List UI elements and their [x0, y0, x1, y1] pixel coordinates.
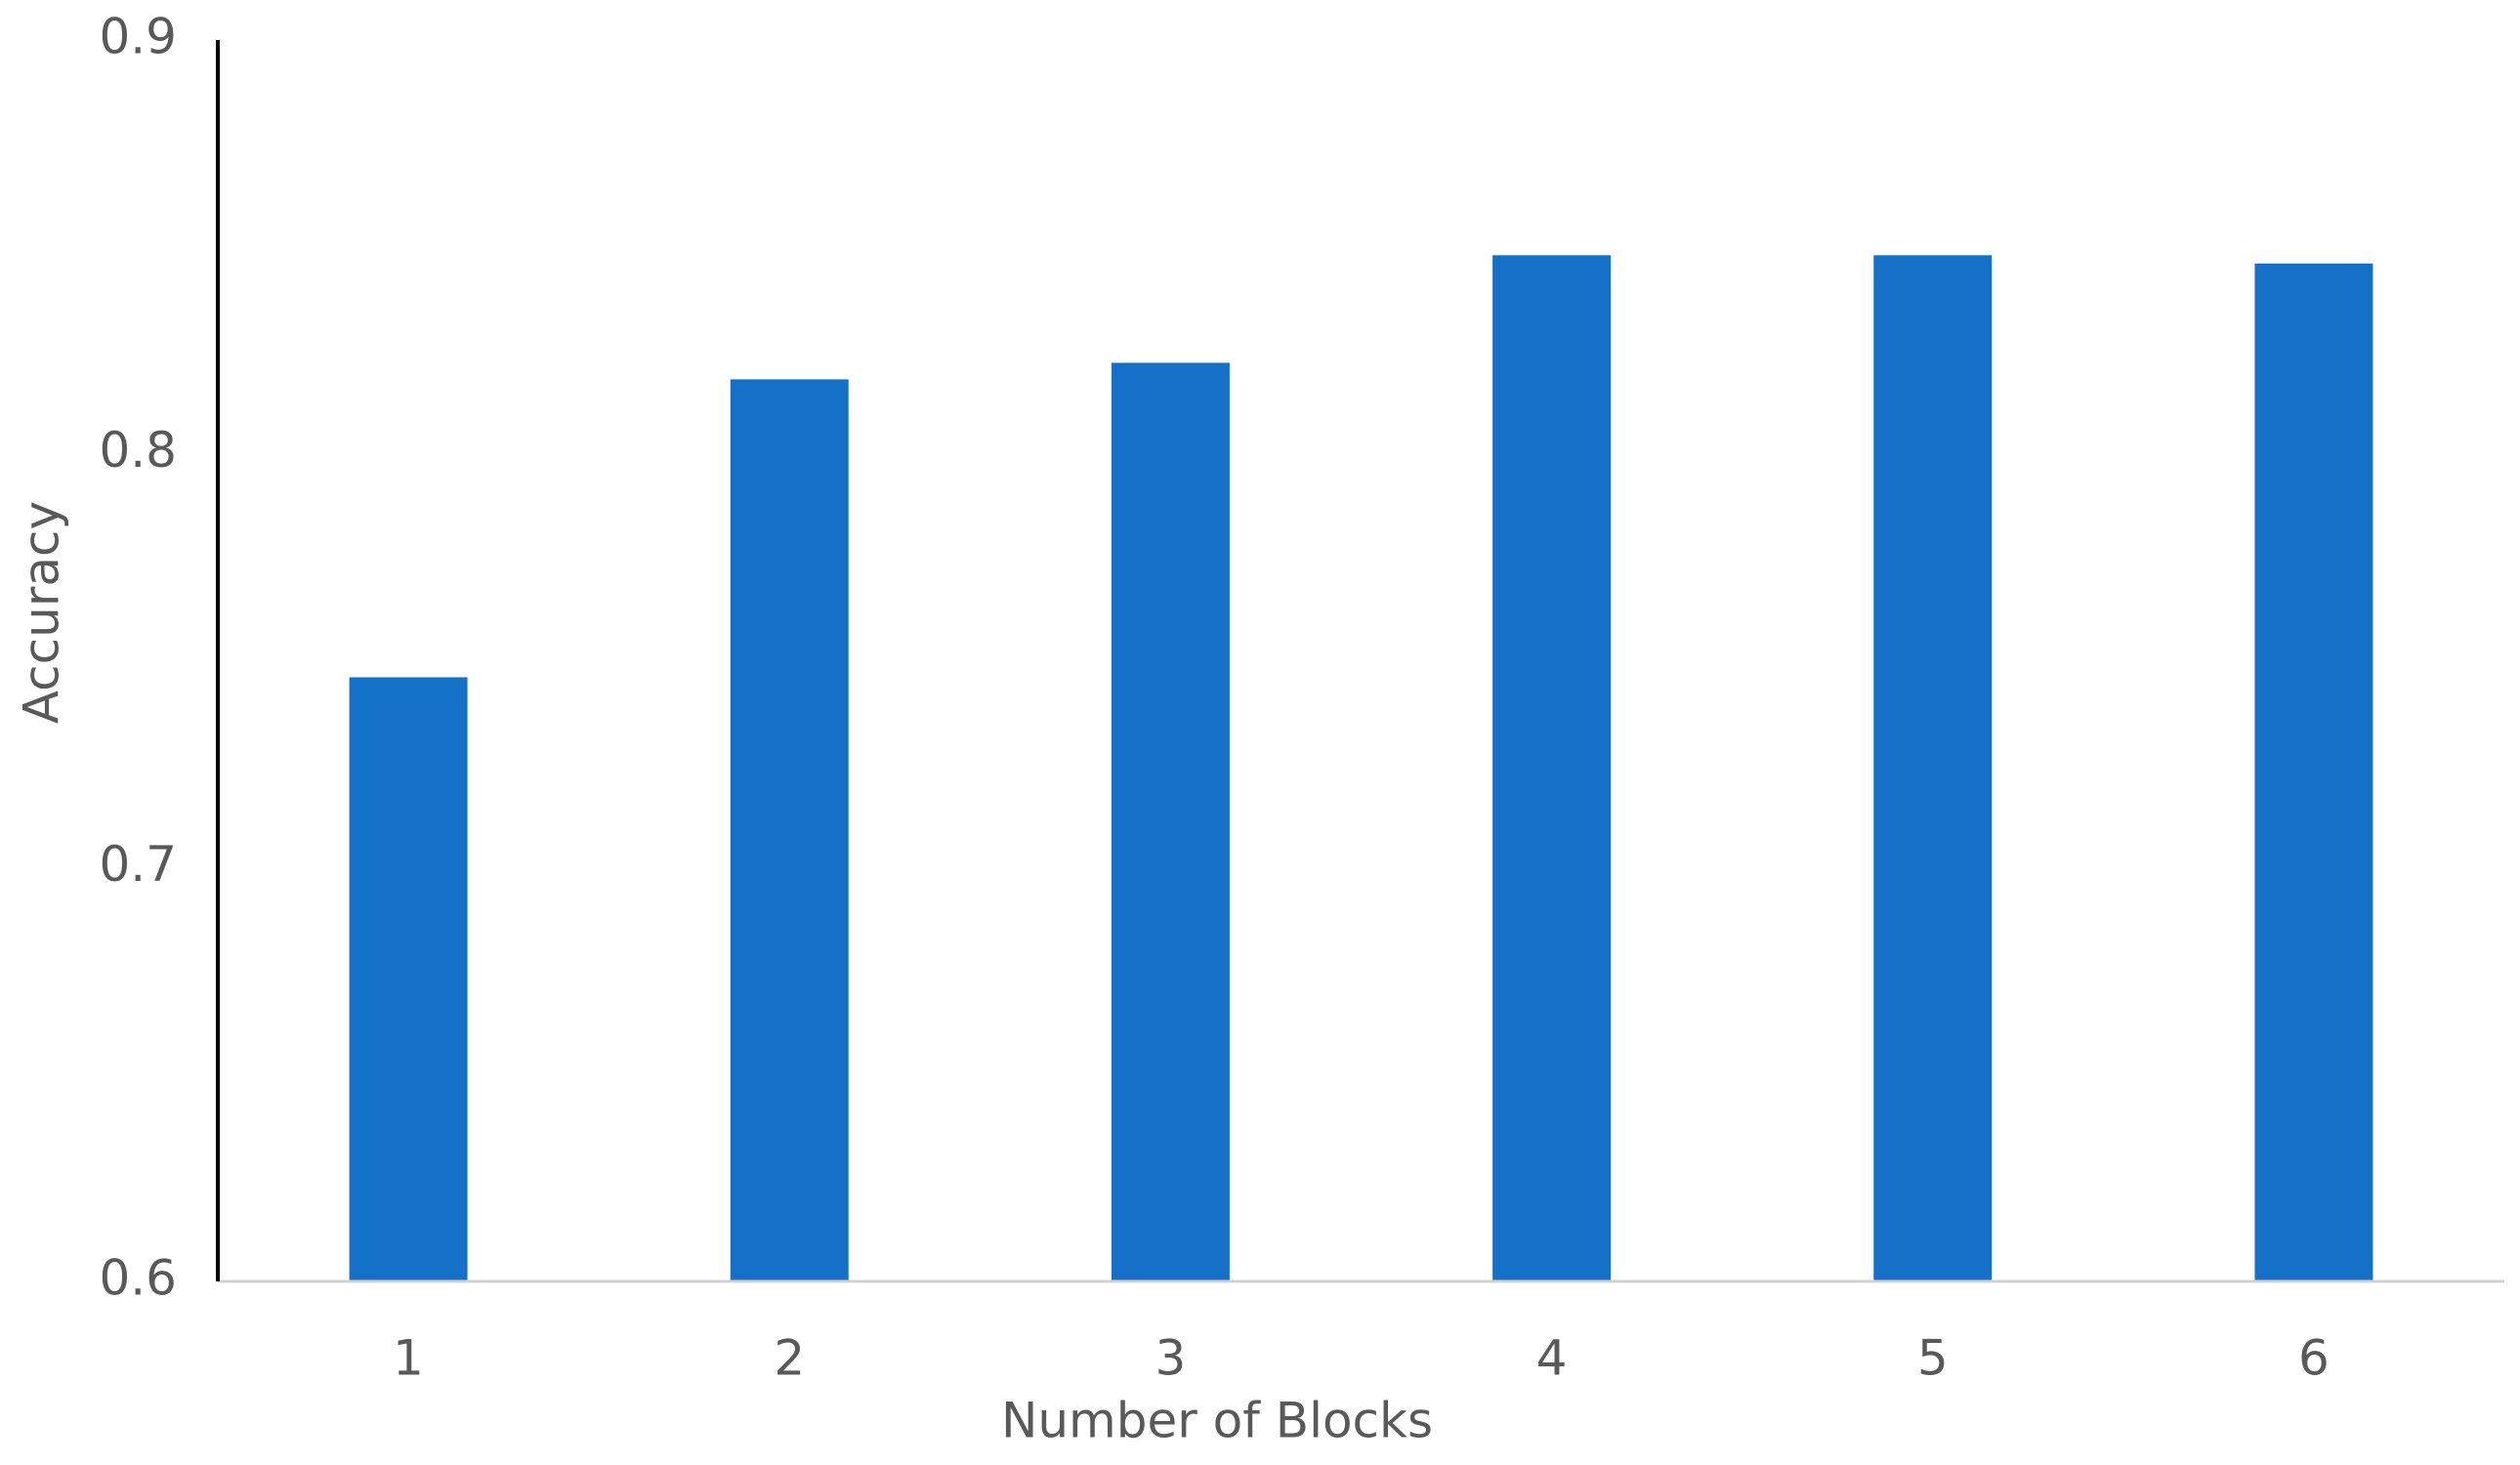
bar	[1492, 255, 1612, 1282]
bar	[730, 379, 849, 1281]
x-tick-label: 1	[393, 1330, 424, 1387]
y-tick-label: 0.9	[99, 9, 177, 65]
y-tick-label: 0.8	[99, 422, 177, 479]
bar	[349, 677, 468, 1281]
bar	[2254, 263, 2373, 1281]
bar	[1111, 362, 1230, 1282]
bar	[1873, 255, 1993, 1282]
x-tick-label: 3	[1155, 1330, 1187, 1387]
y-tick-label: 0.7	[99, 836, 177, 893]
x-tick-label: 2	[774, 1330, 805, 1387]
y-axis-title: Accuracy	[14, 501, 70, 724]
y-tick-label: 0.6	[99, 1250, 177, 1307]
x-axis-title: Number of Blocks	[1001, 1393, 1433, 1449]
x-tick-label: 4	[1536, 1330, 1568, 1387]
x-tick-label: 6	[2298, 1330, 2330, 1387]
x-tick-label: 5	[1917, 1330, 1949, 1387]
